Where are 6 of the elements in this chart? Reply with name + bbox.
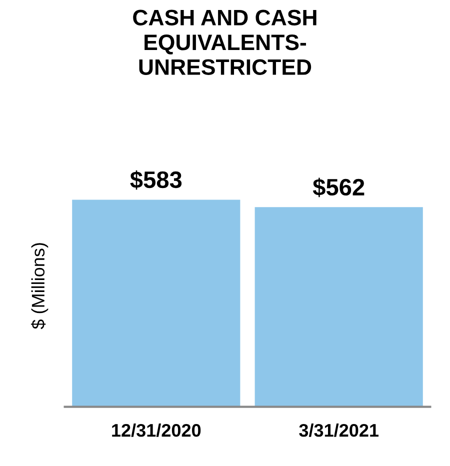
- x-tick-label: 12/31/2020: [112, 423, 201, 437]
- x-tick-label: 3/31/2021: [299, 423, 379, 437]
- data-label: $583: [130, 170, 182, 190]
- y-axis-title: $ (Millions): [31, 243, 48, 330]
- chart-title: CASH AND CASH EQUIVALENTS- UNRESTRICTED: [133, 10, 316, 75]
- data-label: $562: [312, 178, 364, 198]
